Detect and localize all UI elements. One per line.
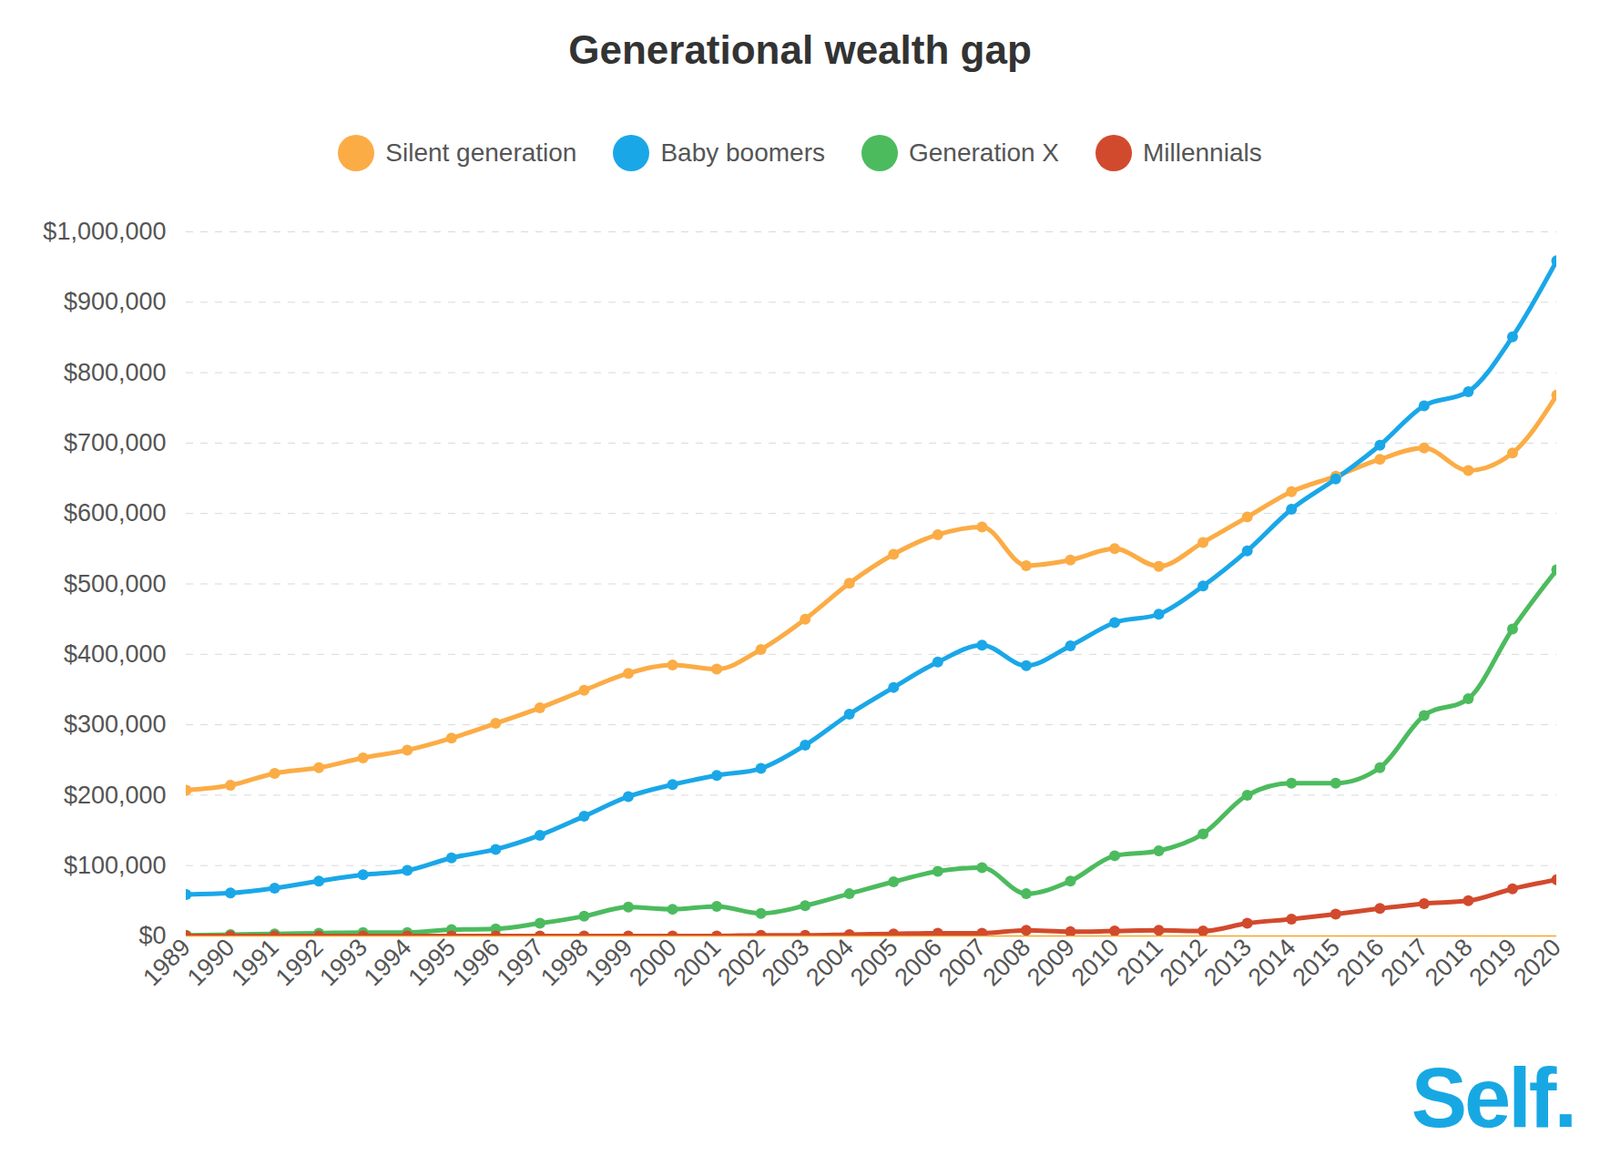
svg-text:2002: 2002 — [712, 933, 771, 992]
svg-text:1989: 1989 — [137, 933, 196, 992]
html-text:Millennials: Millennials — [1142, 138, 1262, 167]
svg-text:$600,000: $600,000 — [63, 499, 167, 527]
svg-text:1999: 1999 — [580, 933, 639, 992]
svg-text:2009: 2009 — [1021, 933, 1081, 992]
svg-text:2016: 2016 — [1331, 933, 1390, 992]
svg-text:2003: 2003 — [756, 933, 816, 992]
svg-text:$400,000: $400,000 — [63, 640, 167, 668]
svg-text:2011: 2011 — [1111, 933, 1169, 990]
svg-text:1995: 1995 — [402, 933, 461, 992]
svg-text:2000: 2000 — [623, 933, 683, 992]
svg-text:$300,000: $300,000 — [63, 710, 167, 738]
svg-text:2012: 2012 — [1154, 933, 1213, 992]
svg-text:$800,000: $800,000 — [63, 358, 167, 387]
svg-text:1993: 1993 — [314, 933, 373, 992]
svg-text:1997: 1997 — [491, 933, 551, 992]
svg-text:$500,000: $500,000 — [63, 570, 167, 598]
svg-text:2019: 2019 — [1464, 933, 1523, 992]
svg-text:2020: 2020 — [1508, 933, 1567, 992]
svg-text:$900,000: $900,000 — [63, 287, 167, 316]
svg-text:2005: 2005 — [845, 933, 904, 992]
svg-text:1991: 1991 — [225, 933, 285, 992]
svg-text:1990: 1990 — [182, 933, 241, 992]
svg-text:1994: 1994 — [358, 933, 418, 992]
svg-text:2015: 2015 — [1286, 933, 1346, 992]
svg-text:2004: 2004 — [800, 933, 859, 992]
svg-text:$0: $0 — [138, 921, 166, 949]
svg-text:2018: 2018 — [1419, 933, 1478, 992]
svg-text:1998: 1998 — [535, 933, 594, 992]
svg-text:$100,000: $100,000 — [63, 851, 167, 879]
svg-text:2006: 2006 — [888, 933, 948, 992]
svg-text:$700,000: $700,000 — [63, 428, 167, 457]
html-text:Self.: Self. — [1411, 1050, 1575, 1144]
svg-text:2007: 2007 — [933, 933, 992, 992]
svg-text:1992: 1992 — [270, 933, 329, 992]
svg-text:2014: 2014 — [1243, 933, 1302, 992]
svg-text:2008: 2008 — [978, 933, 1037, 992]
svg-text:$1,000,000: $1,000,000 — [42, 217, 166, 245]
svg-text:1996: 1996 — [447, 933, 506, 992]
html-text:Generation X: Generation X — [908, 138, 1060, 167]
svg-text:$200,000: $200,000 — [63, 781, 167, 809]
svg-text:2017: 2017 — [1375, 933, 1435, 992]
svg-text:2013: 2013 — [1198, 933, 1257, 992]
svg-text:2001: 2001 — [668, 933, 727, 992]
html-text:Silent generation: Silent generation — [385, 138, 577, 167]
html-text:Generational wealth gap: Generational wealth gap — [568, 27, 1032, 72]
html-text:Baby boomers: Baby boomers — [660, 138, 826, 167]
svg-text:2010: 2010 — [1066, 933, 1125, 992]
